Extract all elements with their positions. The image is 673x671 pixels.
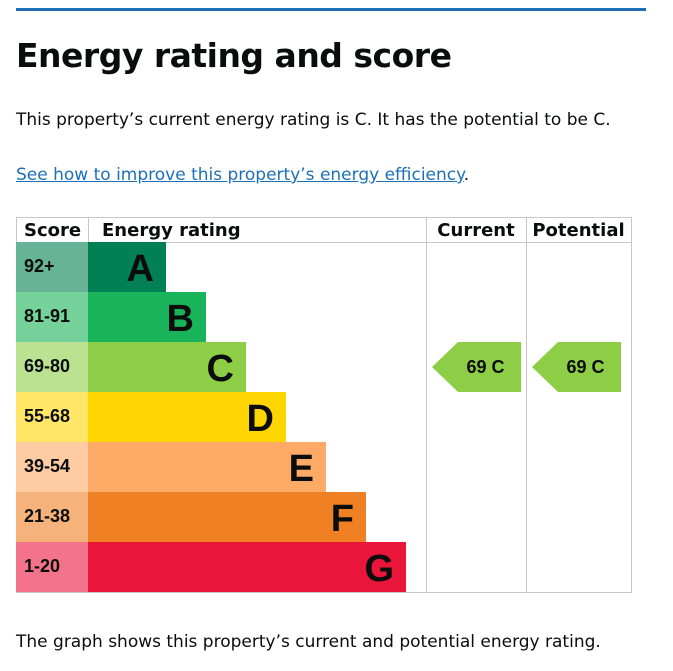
score-range-label: 81-91 [24, 306, 70, 326]
score-range-label: 21-38 [24, 506, 70, 526]
score-cell [16, 492, 88, 542]
score-range-label: 1-20 [24, 556, 60, 576]
potential-rating-label: 69 C [566, 357, 604, 377]
score-range-label: 69-80 [24, 356, 70, 376]
rating-bar-d [88, 392, 286, 442]
rating-bar-b [88, 292, 206, 342]
rating-letter: D [247, 398, 274, 440]
current-arrow [432, 342, 521, 392]
current-rating-label: 69 C [466, 357, 504, 377]
potential-arrow [532, 342, 621, 392]
score-range-label: 92+ [24, 256, 55, 276]
score-cell [16, 542, 88, 592]
intro-text: This property’s current energy rating is… [16, 110, 611, 130]
score-cell [16, 292, 88, 342]
rating-letter: E [289, 448, 314, 490]
rating-bar-g [88, 542, 406, 592]
rating-letter: G [364, 548, 394, 590]
column-header-potential: Potential [532, 220, 624, 241]
rating-bar-f [88, 492, 366, 542]
column-header-energy-rating: Energy rating [102, 220, 241, 241]
page-title: Energy rating and score [16, 36, 452, 75]
rating-letter: A [127, 248, 154, 290]
improve-efficiency-link[interactable]: See how to improve this property’s energ… [16, 165, 464, 185]
score-cell [16, 442, 88, 492]
improve-suffix: . [463, 165, 470, 185]
rating-bar-e [88, 442, 326, 492]
chart-caption: The graph shows this property’s current … [16, 632, 601, 652]
rating-bar-c [88, 342, 246, 392]
score-cell [16, 342, 88, 392]
top-rule [16, 8, 646, 11]
score-range-label: 55-68 [24, 406, 70, 426]
rating-letter: C [207, 348, 234, 390]
rating-bar-a [88, 242, 166, 292]
rating-letter: B [167, 298, 194, 340]
score-range-label: 39-54 [24, 456, 70, 476]
score-cell [16, 242, 88, 292]
column-header-score: Score [24, 220, 81, 241]
improve-paragraph: See how to improve this property’s energ… [16, 163, 469, 187]
rating-letter: F [331, 498, 354, 540]
score-cell [16, 392, 88, 442]
column-header-current: Current [437, 220, 515, 241]
